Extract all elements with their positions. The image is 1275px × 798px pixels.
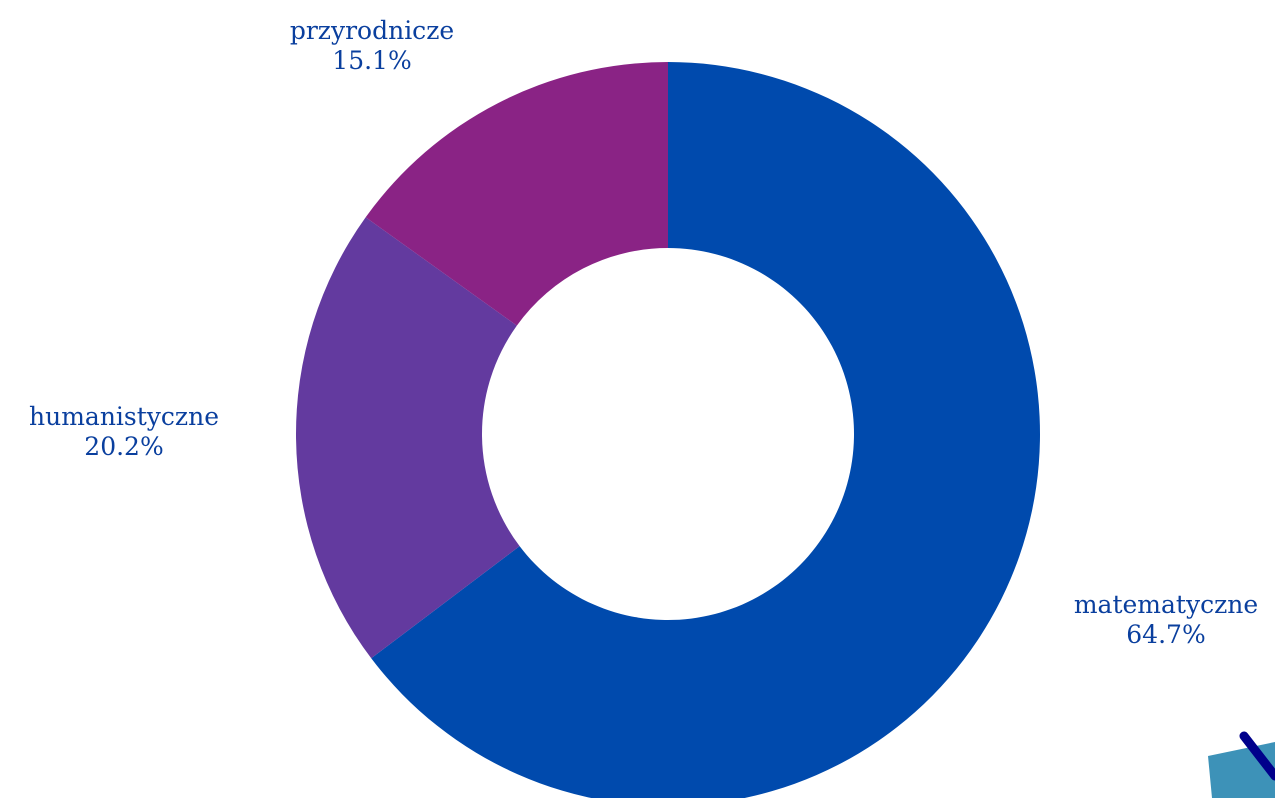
slice-name: humanistyczne <box>29 402 219 431</box>
label-matematyczne: matematyczne 64.7% <box>1074 590 1258 650</box>
slice-name: matematyczne <box>1073 590 1259 619</box>
label-humanistyczne: humanistyczne 20.2% <box>29 402 219 462</box>
slice-przyrodnicze <box>365 62 668 326</box>
slice-percent: 20.2% <box>84 432 164 461</box>
slice-percent: 15.1% <box>332 46 412 75</box>
label-przyrodnicze: przyrodnicze 15.1% <box>290 16 454 76</box>
slice-humanistyczne <box>295 217 520 659</box>
slice-percent: 64.7% <box>1126 620 1206 649</box>
slice-name: przyrodnicze <box>289 16 455 45</box>
slice-matematyczne <box>371 62 1040 798</box>
pencil-icon <box>1208 731 1275 798</box>
